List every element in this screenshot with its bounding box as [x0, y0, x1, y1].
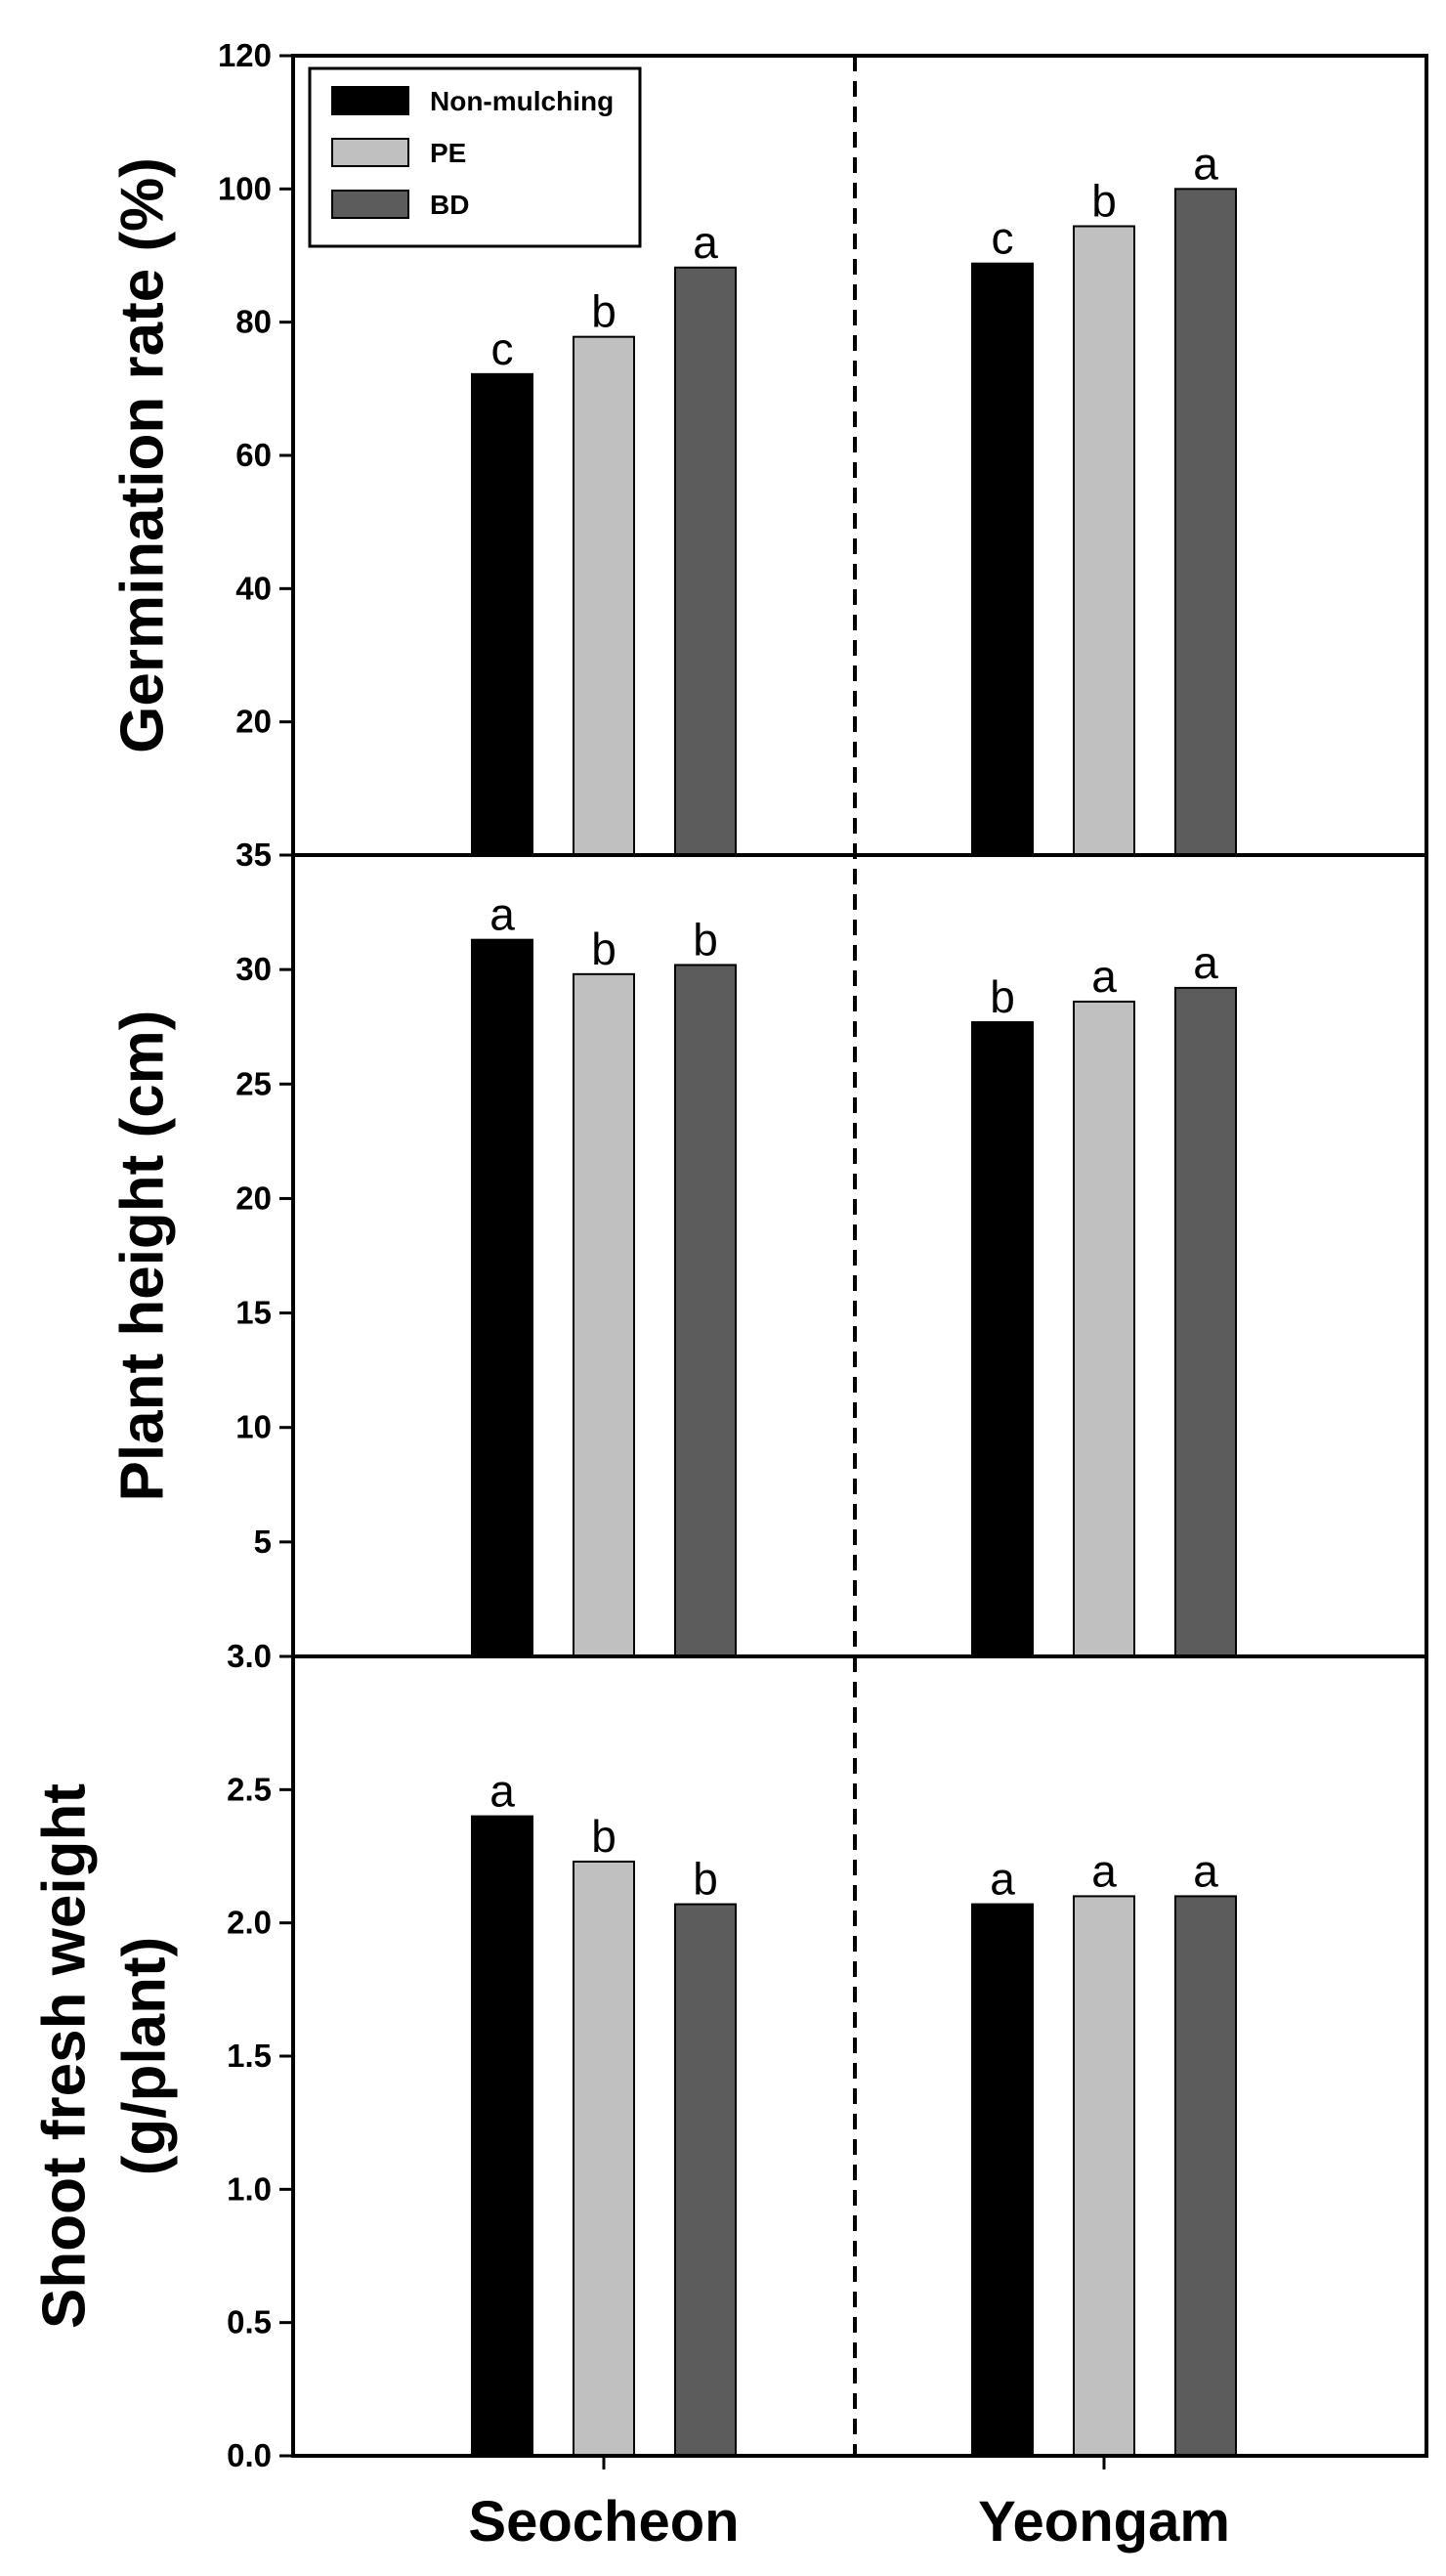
x-category-label: Seocheon	[468, 2490, 739, 2554]
significance-letter: a	[693, 217, 718, 268]
y-top-label: 120	[218, 37, 272, 73]
significance-letter: b	[1091, 176, 1117, 227]
significance-letter: b	[990, 971, 1015, 1022]
y-tick-label: 2.5	[227, 1771, 272, 1807]
legend-label: Non-mulching	[430, 86, 614, 116]
significance-letter: a	[1193, 1845, 1218, 1896]
x-axis: Seocheon Yeongam	[468, 2456, 1230, 2554]
legend-swatch-bd	[331, 190, 409, 219]
y-tick-label: 40	[235, 570, 272, 606]
y-tick-label: 100	[218, 170, 272, 206]
y-tick-label: 20	[235, 1180, 272, 1216]
bar-germination-yeongam-non-mulching	[971, 262, 1034, 856]
bar-height-seocheon-pe	[573, 972, 635, 1657]
y-tick-label: 20	[235, 704, 272, 740]
y-tick-label: 1.0	[227, 2170, 272, 2207]
bar-height-yeongam-non-mulching	[971, 1021, 1034, 1657]
y-tick-label: 10	[235, 1409, 272, 1445]
significance-letter: a	[489, 1766, 515, 1817]
bar-germination-seocheon-non-mulching	[471, 372, 533, 856]
bar-shoot-yeongam-pe	[1073, 1895, 1135, 2457]
significance-letter: b	[591, 1811, 617, 1862]
y-tick-label: 80	[235, 304, 272, 340]
significance-letter: c	[992, 213, 1014, 264]
y-axis-title: Plant height (cm)	[108, 1010, 176, 1502]
bar-height-yeongam-bd	[1174, 986, 1237, 1657]
y-tick-label: 0.5	[227, 2304, 272, 2340]
legend: Non-mulching PE BD	[308, 66, 642, 248]
x-category-label: Yeongam	[978, 2490, 1230, 2554]
y-tick-label: 30	[235, 951, 272, 987]
significance-letter: a	[1091, 951, 1117, 1002]
y-tick-label: 5	[254, 1524, 272, 1560]
panel-height: a b b a b a 5 10 15 20 25 30 35 Plant height (cm)	[108, 837, 1237, 1657]
plot-border	[291, 54, 1428, 2458]
bar-height-seocheon-non-mulching	[471, 938, 533, 1657]
legend-label: BD	[430, 190, 469, 220]
bar-height-yeongam-pe	[1073, 1000, 1135, 1657]
y-tick-label: 2.0	[227, 1905, 272, 1941]
bar-shoot-yeongam-non-mulching	[971, 1903, 1034, 2457]
legend-swatch-non-mulching	[331, 86, 409, 115]
significance-letter: b	[693, 1854, 718, 1905]
bar-germination-yeongam-pe	[1073, 225, 1135, 857]
bar-shoot-yeongam-bd	[1174, 1895, 1237, 2457]
significance-letter: a	[990, 1854, 1015, 1905]
bar-germination-seocheon-bd	[674, 266, 737, 856]
y-top-label: 3.0	[227, 1638, 272, 1674]
panel-germination: c c b b a a 20 40 60 80 100 120 Germination rate (%)	[108, 37, 1237, 857]
legend-swatch-pe	[331, 138, 409, 167]
significance-letter: b	[693, 914, 718, 965]
significance-letter: a	[1193, 138, 1218, 189]
y-tick-label: 1.5	[227, 2038, 272, 2074]
significance-letter: b	[591, 286, 617, 337]
bar-height-seocheon-bd	[674, 964, 737, 1657]
y-tick-label: 15	[235, 1295, 272, 1331]
significance-letter: a	[1193, 937, 1218, 988]
chart-panels: c c b b a a 20 40 60 80 100 120 Germination rate (%)…	[30, 37, 1428, 2473]
legend-label: PE	[430, 138, 466, 168]
plot-frame	[291, 54, 1428, 2458]
bar-shoot-seocheon-bd	[674, 1903, 737, 2457]
significance-letter: a	[489, 889, 515, 940]
y-axis-title: Shoot fresh weight	[30, 1783, 98, 2329]
y-tick-label: 60	[235, 437, 272, 473]
significance-letter: a	[1091, 1845, 1117, 1896]
y-top-label: 35	[235, 837, 272, 873]
y-axis-title: Germination rate (%)	[108, 157, 176, 753]
y-tick-label: 0.0	[227, 2437, 272, 2473]
significance-letter: c	[491, 323, 514, 374]
significance-letter: b	[591, 923, 617, 974]
bar-shoot-seocheon-non-mulching	[471, 1815, 533, 2457]
bar-germination-seocheon-pe	[573, 335, 635, 856]
y-tick-label: 25	[235, 1065, 272, 1101]
bar-shoot-seocheon-pe	[573, 1860, 635, 2458]
bar-germination-yeongam-bd	[1174, 188, 1237, 857]
y-axis-title: (g/plant)	[110, 1937, 178, 2176]
panel-shoot: a a b a b a 0.0 0.5 1.0 1.5 2.0 2.5 3.0 Shoot fresh w…	[30, 1638, 1237, 2473]
